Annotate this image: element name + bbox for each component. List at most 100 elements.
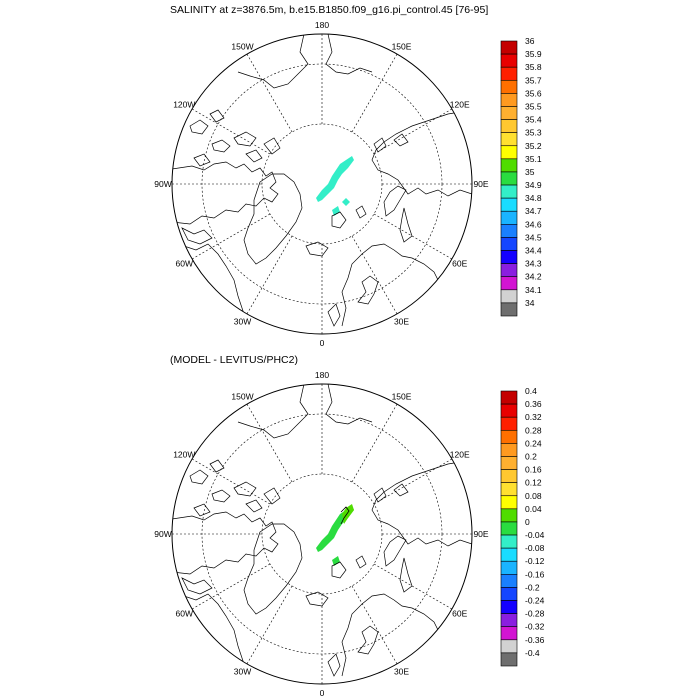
panel-title: (MODEL - LEVITUS/PHC2) (170, 354, 298, 366)
colorbar-label: 0 (525, 517, 530, 527)
colorbar-swatch (500, 302, 518, 317)
colorbar-label: 34.7 (525, 206, 542, 216)
salinity-field (316, 156, 354, 216)
longitude-label: 30E (394, 667, 409, 677)
map-plot: 180 150E 120E 90E 60E 30E 0 30W 60W 90W 120W 150W (154, 20, 489, 348)
colorbar-swatch (500, 652, 518, 667)
colorbar-swatch (500, 416, 518, 431)
colorbar-swatch (500, 145, 518, 160)
colorbar-swatch (500, 403, 518, 418)
map-boundary (171, 383, 473, 685)
colorbar-swatch (500, 429, 518, 444)
longitude-labels: 180 150E 120E 90E 60E 30E 0 30W 60W 90W 120W 150W (154, 370, 489, 698)
colorbar-swatch (500, 547, 518, 562)
colorbar-swatch (500, 237, 518, 251)
colorbar-label: 35.3 (525, 128, 542, 138)
longitude-label: 30W (234, 317, 251, 327)
longitude-label: 120W (173, 450, 195, 460)
colorbar-swatch (500, 626, 518, 641)
colorbar-label: 34 (525, 298, 535, 308)
colorbar-swatch (500, 119, 518, 133)
colorbar-swatch (500, 132, 518, 147)
field-accent (342, 504, 354, 524)
colorbar-label: 34.4 (525, 246, 542, 256)
colorbar-label: -0.24 (525, 596, 545, 606)
colorbar-label: 34.3 (525, 259, 542, 269)
longitude-label: 60E (452, 259, 467, 269)
longitude-label: 60W (176, 609, 193, 619)
colorbar-swatch (500, 53, 518, 68)
graticule (172, 384, 472, 684)
colorbar-label: 0.16 (525, 465, 542, 475)
longitude-label: 0 (320, 338, 325, 348)
colorbar-label: 35.8 (525, 62, 542, 72)
longitude-label: 180 (315, 20, 329, 30)
colorbar-label: 35 (525, 167, 535, 177)
colorbar-label: 34.1 (525, 285, 542, 295)
colorbar-label: -0.12 (525, 556, 545, 566)
colorbar-swatch (500, 587, 518, 601)
salinity-panel: SALINITY at z=3876.5m, b.e15.B1850.f09_g… (154, 4, 542, 348)
map-boundary (171, 33, 473, 335)
colorbar-label: -0.28 (525, 609, 545, 619)
colorbar-label: 34.6 (525, 219, 542, 229)
colorbar-swatch (500, 534, 518, 549)
colorbar-swatch (500, 560, 518, 575)
colorbar-swatch (500, 613, 518, 628)
longitude-label: 90E (473, 179, 488, 189)
colorbar-swatch (500, 390, 518, 405)
longitude-label: 90E (473, 529, 488, 539)
colorbar-label: 35.2 (525, 141, 542, 151)
longitude-label: 180 (315, 370, 329, 380)
difference-field (316, 504, 354, 566)
colorbar-swatch (500, 93, 518, 107)
colorbar-swatch (500, 184, 518, 199)
colorbar-label: 34.9 (525, 180, 542, 190)
colorbar-label: 35.4 (525, 115, 542, 125)
colorbar-swatch (500, 521, 518, 536)
colorbar-label: 0.28 (525, 425, 542, 435)
colorbar-label: -0.08 (525, 543, 545, 553)
colorbar-swatch (500, 456, 518, 470)
longitude-label: 60W (176, 259, 193, 269)
colorbar-label: -0.16 (525, 569, 545, 579)
colorbar-label: 0.08 (525, 491, 542, 501)
longitude-label: 90W (154, 179, 171, 189)
colorbar-label: -0.32 (525, 622, 545, 632)
colorbar-swatch (500, 106, 518, 120)
colorbar-label: 35.1 (525, 154, 542, 164)
colorbar-label: -0.36 (525, 635, 545, 645)
longitude-label: 120E (450, 450, 470, 460)
colorbar-swatch (500, 469, 518, 483)
longitude-label: 30E (394, 317, 409, 327)
colorbar-swatch (500, 250, 518, 264)
longitude-label: 120W (173, 100, 195, 110)
colorbar-swatch (500, 40, 518, 55)
longitude-label: 150W (231, 41, 253, 51)
colorbar-swatch (500, 210, 518, 225)
colorbar-label: 0.2 (525, 452, 537, 462)
colorbar-label: 35.7 (525, 75, 542, 85)
colorbar-label: 0.4 (525, 386, 537, 396)
colorbar-swatch (500, 79, 518, 94)
graticule (172, 34, 472, 334)
longitude-label: 90W (154, 529, 171, 539)
colorbar-label: 0.32 (525, 412, 542, 422)
field-patch (316, 156, 354, 216)
colorbar-swatch (500, 639, 518, 654)
colorbar-swatch (500, 482, 518, 497)
colorbar-label: -0.2 (525, 582, 540, 592)
colorbar-label: 0.12 (525, 478, 542, 488)
colorbar-swatch (500, 263, 518, 278)
colorbar-label: -0.04 (525, 530, 545, 540)
colorbar: 36 35.9 35.8 35.7 35.6 35.5 35.4 35.3 35.2 35.1 35… (500, 36, 542, 317)
longitude-label: 120E (450, 100, 470, 110)
colorbar-label: 36 (525, 36, 535, 46)
colorbar-swatch (500, 66, 518, 81)
longitude-label: 30W (234, 667, 251, 677)
colorbar-swatch (500, 495, 518, 510)
colorbar-label: 0.36 (525, 399, 542, 409)
colorbar-label: 0.04 (525, 504, 542, 514)
colorbar-label: 0.24 (525, 438, 542, 448)
